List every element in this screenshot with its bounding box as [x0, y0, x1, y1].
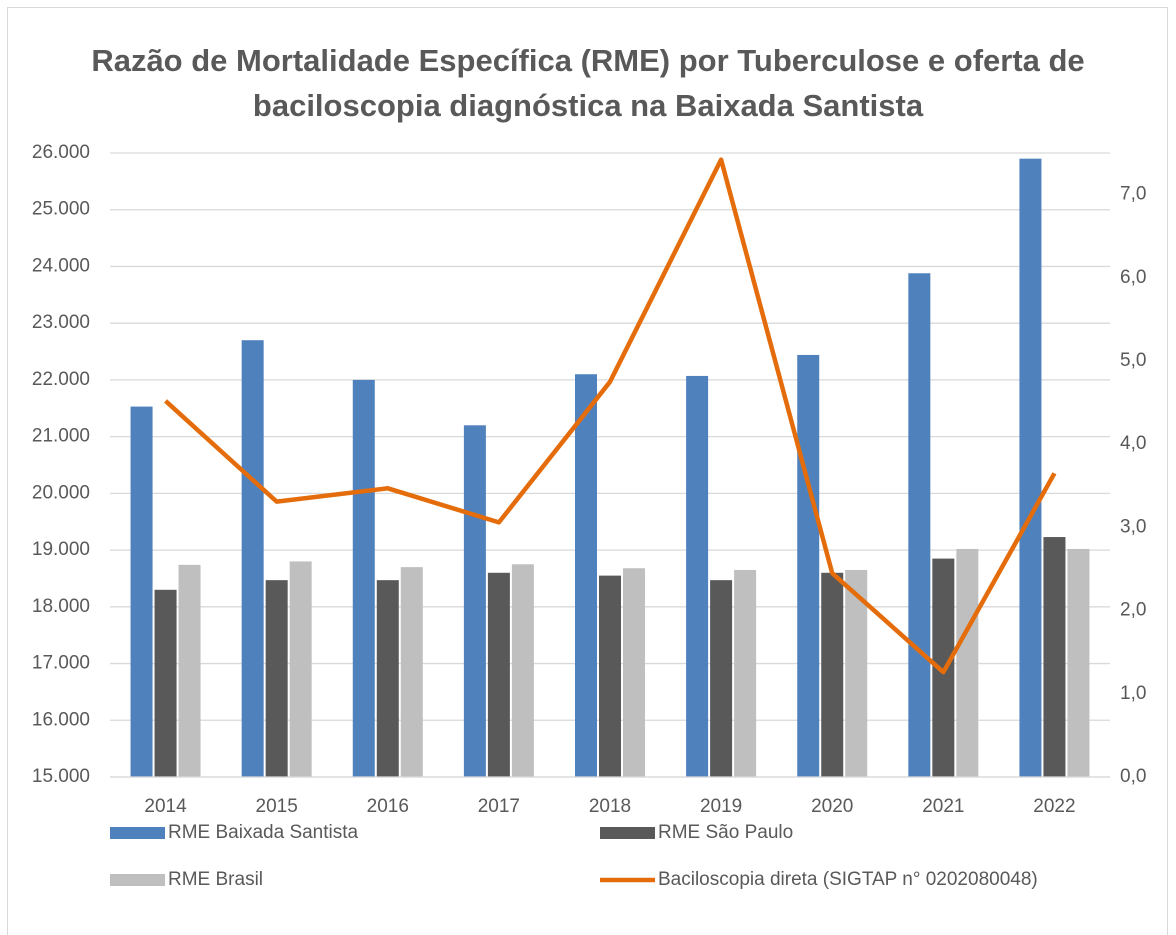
bar: [1043, 537, 1066, 777]
bar: [178, 564, 201, 777]
y2-tick-label: 5,0: [1120, 350, 1146, 371]
y2-tick-label: 1,0: [1120, 683, 1146, 704]
bar: [797, 354, 820, 777]
x-tick-label: 2019: [700, 796, 742, 817]
legend-label: Baciloscopia direta (SIGTAP n° 020208004…: [658, 869, 1038, 890]
bar: [1019, 158, 1042, 777]
y-tick-label: 25.000: [32, 199, 90, 220]
y2-tick-label: 2,0: [1120, 600, 1146, 621]
bar: [241, 340, 264, 777]
y2-tick-label: 4,0: [1120, 433, 1146, 454]
y-tick-label: 23.000: [32, 312, 90, 333]
y-tick-label: 19.000: [32, 539, 90, 560]
legend-label: RME São Paulo: [658, 822, 793, 843]
x-tick-label: 2014: [144, 796, 187, 817]
bar: [352, 379, 375, 777]
y2-tick-label: 7,0: [1120, 184, 1146, 205]
bar: [623, 568, 645, 777]
bar: [956, 548, 979, 777]
bar: [400, 567, 423, 777]
bar: [686, 375, 709, 777]
y-tick-label: 21.000: [32, 426, 90, 447]
y-tick-label: 17.000: [32, 653, 90, 674]
x-tick-label: 2020: [811, 796, 853, 817]
x-tick-label: 2021: [922, 796, 964, 817]
y-tick-label: 20.000: [32, 482, 90, 503]
y-tick-label: 16.000: [32, 709, 90, 730]
bar: [376, 580, 399, 777]
x-tick-label: 2017: [478, 796, 520, 817]
y2-tick-label: 6,0: [1120, 267, 1146, 288]
bar: [575, 374, 597, 777]
bar: [908, 273, 931, 777]
y2-tick-label: 0,0: [1120, 766, 1146, 787]
bar: [265, 580, 288, 777]
bar: [154, 589, 177, 777]
legend-swatch: [110, 874, 165, 886]
y-tick-label: 26.000: [32, 142, 90, 163]
y-tick-label: 24.000: [32, 255, 90, 276]
y-tick-label: 22.000: [32, 369, 90, 390]
x-tick-label: 2018: [589, 796, 631, 817]
bar: [511, 564, 534, 777]
y-tick-label: 18.000: [32, 596, 90, 617]
line-series: [164, 157, 1057, 675]
bar: [599, 575, 621, 777]
bar: [710, 580, 733, 777]
x-tick-label: 2022: [1033, 796, 1075, 817]
bar: [821, 572, 844, 777]
bar: [130, 406, 153, 777]
bar: [463, 425, 486, 777]
chart-title: Razão de Mortalidade Específica (RME) po…: [91, 43, 1085, 123]
y2-tick-label: 3,0: [1120, 516, 1146, 537]
legend-swatch: [110, 827, 165, 839]
bar: [289, 561, 312, 777]
bar: [487, 572, 510, 777]
chart-border: [7, 7, 1168, 935]
legend-label: RME Baixada Santista: [168, 822, 359, 843]
x-tick-label: 2015: [256, 796, 298, 817]
legend-swatch: [600, 827, 655, 839]
bar: [845, 569, 868, 777]
bar: [734, 569, 757, 777]
x-tick-label: 2016: [367, 796, 409, 817]
bar: [1067, 548, 1090, 777]
legend-label: RME Brasil: [168, 869, 263, 890]
y-tick-label: 15.000: [32, 766, 90, 787]
